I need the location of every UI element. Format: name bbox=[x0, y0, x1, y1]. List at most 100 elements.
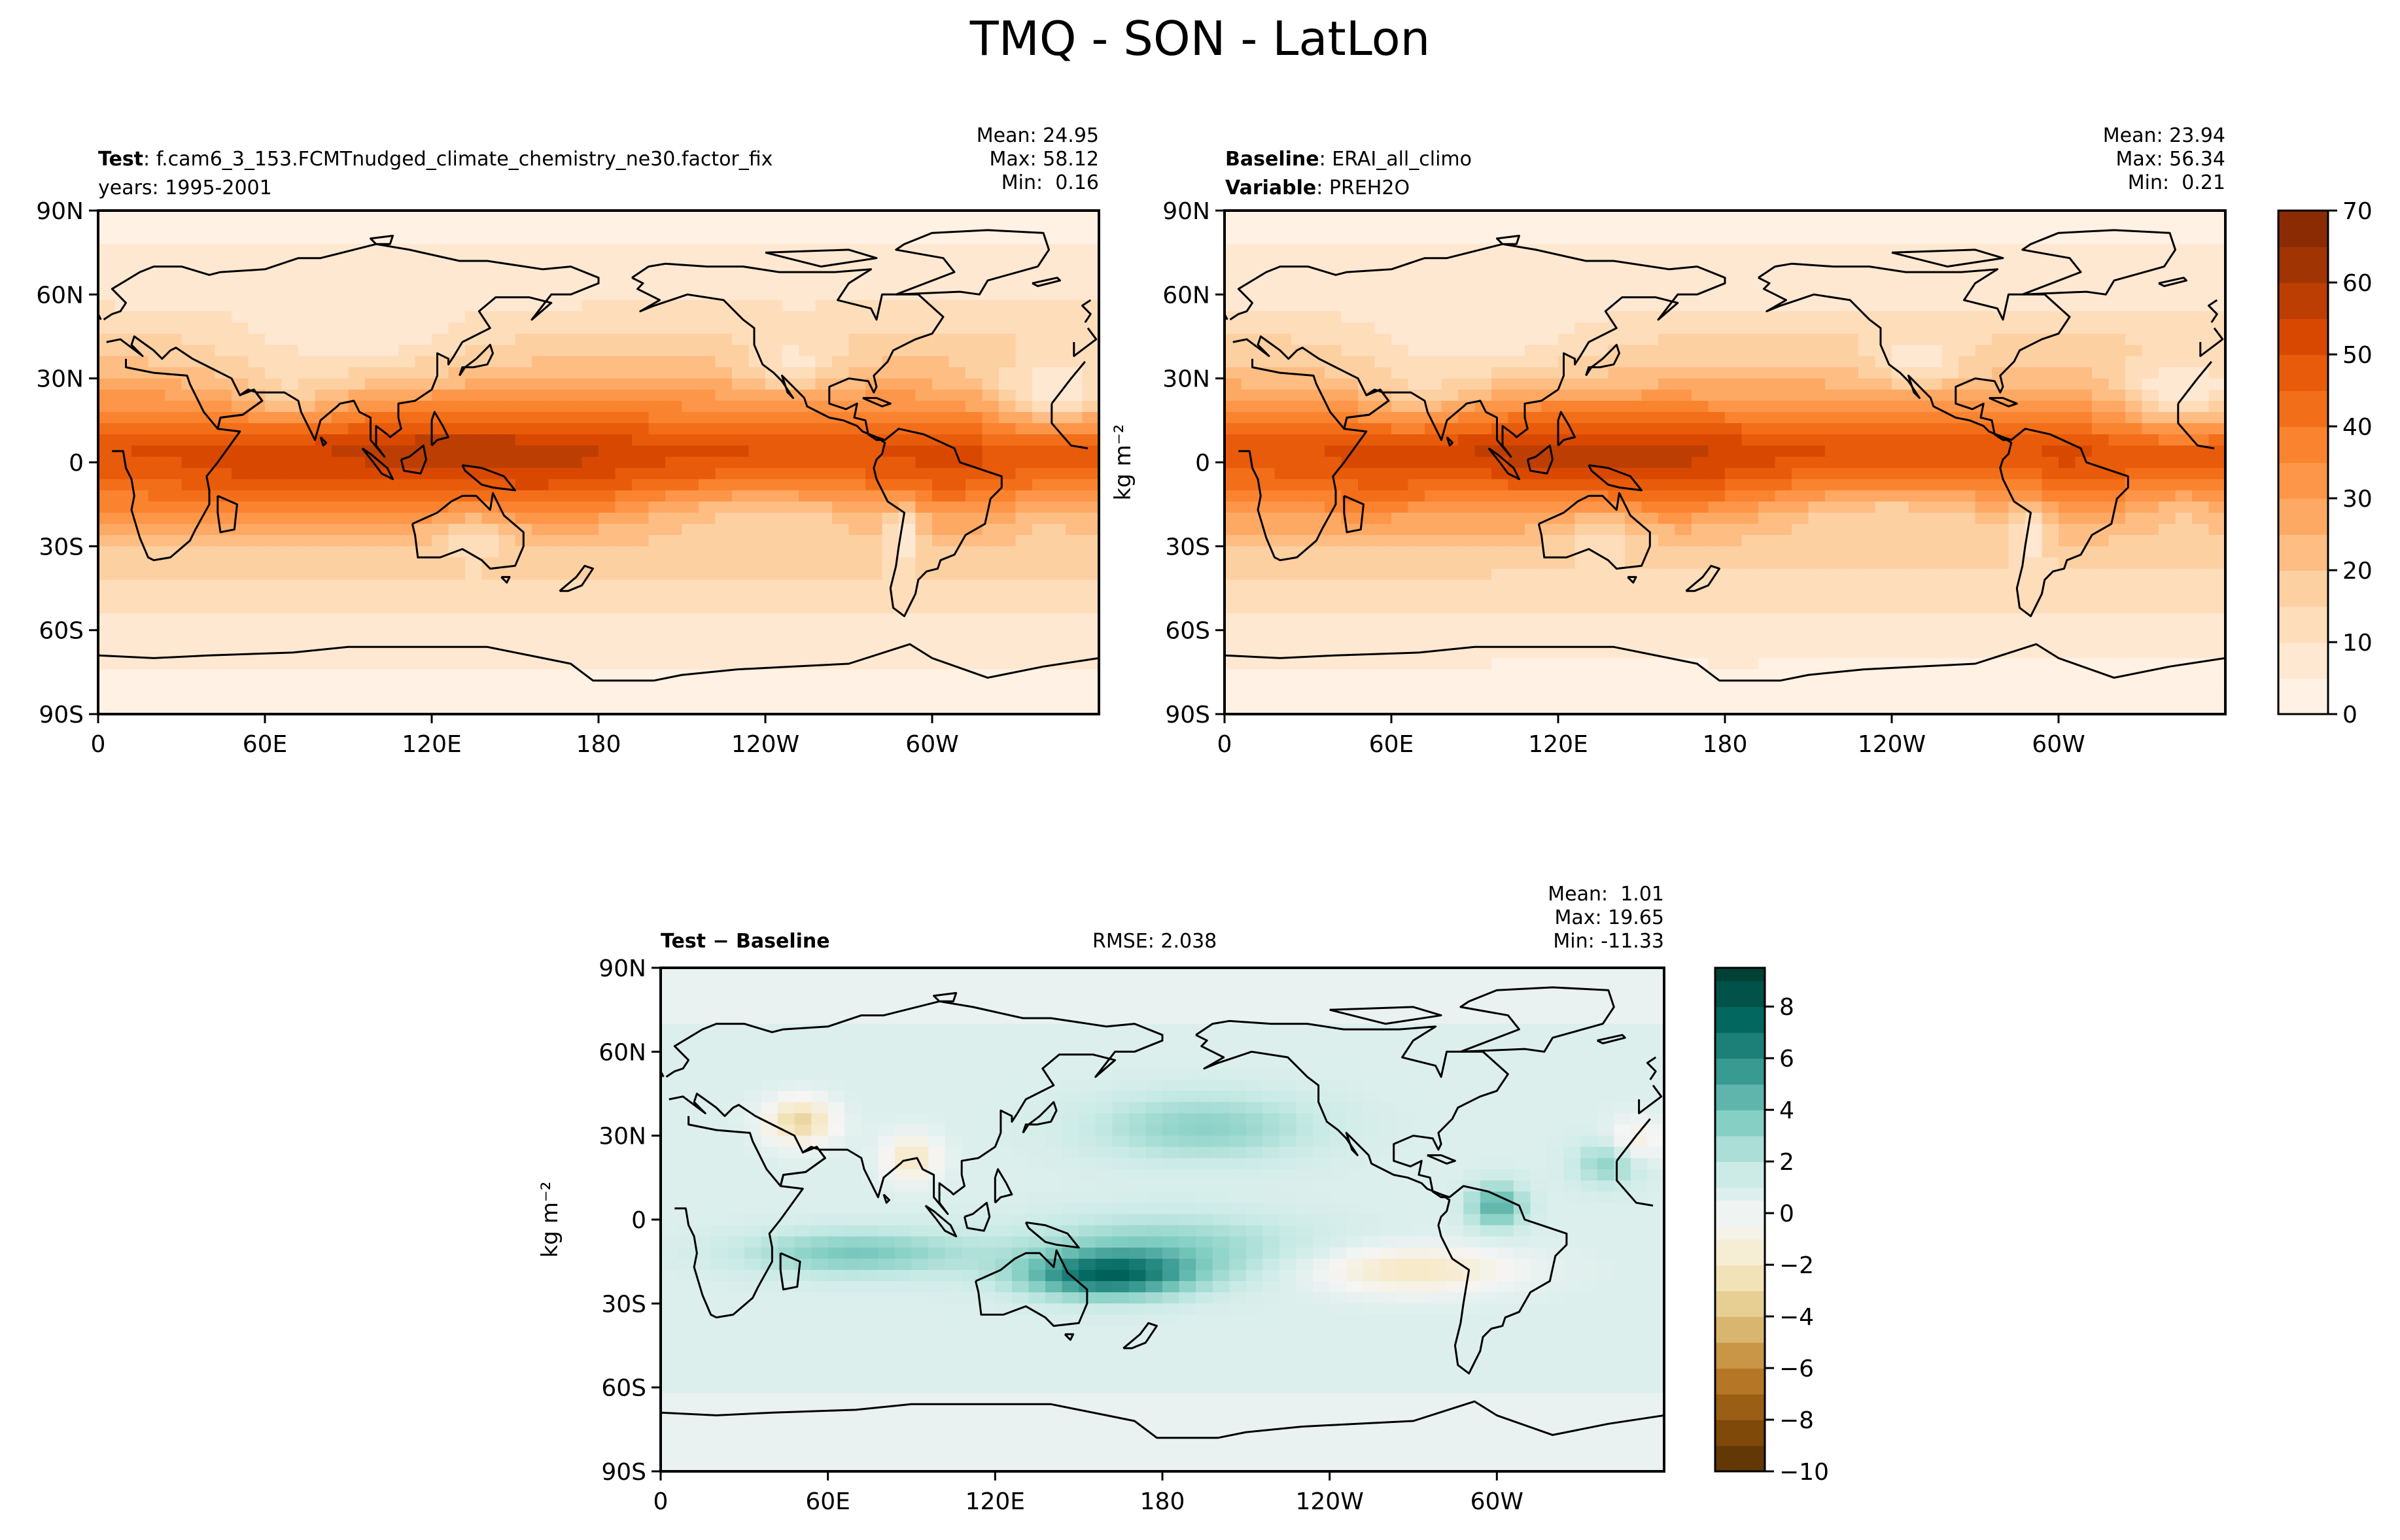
baseline-grid-cell bbox=[2175, 299, 2193, 312]
baseline-grid-cell bbox=[1858, 233, 1876, 245]
test-grid-cell bbox=[1082, 590, 1099, 603]
test-grid-cell bbox=[248, 299, 266, 312]
test-grid-cell bbox=[131, 490, 149, 502]
baseline-grid-cell bbox=[1858, 579, 1876, 592]
test-grid-cell bbox=[365, 434, 383, 447]
baseline-grid-cell bbox=[1675, 625, 1692, 636]
test-grid-cell bbox=[114, 211, 132, 222]
baseline-grid-cell bbox=[1625, 345, 1643, 357]
baseline-grid-cell bbox=[1725, 602, 1743, 614]
test-grid-cell bbox=[765, 345, 783, 357]
baseline-grid-cell bbox=[2159, 389, 2176, 402]
test-grid-cell bbox=[381, 412, 399, 424]
baseline-grid-cell bbox=[1725, 345, 1743, 357]
baseline-grid-cell bbox=[1841, 535, 1859, 547]
baseline-grid-cell bbox=[1692, 434, 1709, 447]
test-grid-cell bbox=[765, 400, 783, 413]
baseline-grid-cell bbox=[2159, 434, 2176, 447]
baseline-grid-cell bbox=[1474, 468, 1492, 480]
test-grid-cell bbox=[215, 233, 232, 245]
test-grid-cell bbox=[865, 266, 883, 279]
baseline-grid-cell bbox=[1692, 490, 1709, 502]
test-grid-cell bbox=[815, 434, 833, 447]
baseline-grid-cell bbox=[1825, 613, 1843, 625]
test-grid-cell bbox=[415, 468, 432, 480]
test-grid-cell bbox=[582, 546, 599, 558]
test-grid-cell bbox=[1049, 412, 1066, 424]
baseline-grid-cell bbox=[1725, 568, 1743, 581]
test-grid-cell bbox=[432, 334, 449, 346]
baseline-grid-cell bbox=[1875, 423, 1892, 435]
baseline-grid-cell bbox=[1875, 389, 1892, 402]
test-grid-cell bbox=[1066, 568, 1083, 581]
baseline-grid-cell bbox=[1625, 501, 1643, 513]
test-grid-cell bbox=[565, 356, 583, 368]
test-grid-cell bbox=[281, 658, 299, 670]
baseline-grid-cell bbox=[1225, 400, 1242, 413]
test-grid-cell bbox=[815, 535, 833, 547]
test-grid-cell bbox=[565, 658, 583, 670]
baseline-grid-cell bbox=[1692, 468, 1709, 480]
test-grid-cell bbox=[982, 244, 1000, 256]
baseline-grid-cell bbox=[2175, 513, 2193, 524]
test-grid-cell bbox=[615, 334, 633, 346]
test-grid-cell bbox=[148, 658, 165, 670]
baseline-grid-cell bbox=[1341, 590, 1359, 603]
baseline-grid-cell bbox=[1408, 434, 1425, 447]
baseline-grid-cell bbox=[2008, 423, 2026, 435]
test-grid-cell bbox=[948, 367, 966, 379]
test-grid-cell bbox=[415, 680, 432, 693]
test-grid-cell bbox=[114, 669, 132, 681]
baseline-grid-cell bbox=[1408, 501, 1425, 513]
baseline-grid-cell bbox=[1325, 277, 1342, 290]
test-grid-cell bbox=[615, 613, 633, 625]
baseline-grid-cell bbox=[2025, 445, 2043, 458]
baseline-grid-cell bbox=[1358, 613, 1376, 625]
test-grid-cell bbox=[432, 389, 449, 402]
test-grid-cell bbox=[381, 378, 399, 390]
test-grid-cell bbox=[548, 669, 566, 681]
test-grid-cell bbox=[832, 636, 850, 648]
test-grid-cell bbox=[599, 389, 616, 402]
test-grid-cell bbox=[114, 345, 132, 357]
baseline-grid-cell bbox=[1341, 299, 1359, 312]
baseline-grid-cell bbox=[1608, 277, 1626, 290]
baseline-grid-cell bbox=[1591, 445, 1609, 458]
test-grid-cell bbox=[565, 334, 583, 346]
baseline-grid-cell bbox=[1391, 602, 1409, 614]
test-grid-cell bbox=[165, 456, 183, 469]
baseline-grid-cell bbox=[1725, 557, 1743, 570]
baseline-grid-cell bbox=[2192, 423, 2210, 435]
baseline-grid-cell bbox=[2059, 389, 2076, 402]
test-grid-cell bbox=[215, 691, 232, 704]
baseline-grid-cell bbox=[1225, 434, 1242, 447]
baseline-grid-cell bbox=[1508, 423, 1525, 435]
baseline-grid-cell bbox=[1941, 546, 1959, 558]
test-grid-cell bbox=[665, 501, 683, 513]
baseline-grid-cell bbox=[1525, 445, 1542, 458]
test-grid-cell bbox=[465, 524, 483, 536]
test-grid-cell bbox=[114, 288, 132, 301]
baseline-grid-cell bbox=[1374, 546, 1392, 558]
test-grid-cell bbox=[748, 702, 766, 714]
baseline-grid-cell bbox=[1741, 233, 1759, 245]
baseline-grid-cell bbox=[1574, 501, 1592, 513]
baseline-grid-cell bbox=[1374, 356, 1392, 368]
test-grid-cell bbox=[848, 602, 866, 614]
baseline-grid-cell bbox=[1741, 277, 1759, 290]
baseline-grid-cell bbox=[2025, 311, 2043, 323]
test-grid-cell bbox=[98, 691, 116, 704]
test-grid-cell bbox=[582, 691, 599, 704]
test-grid-cell bbox=[415, 546, 432, 558]
test-grid-cell bbox=[832, 222, 850, 233]
test-grid-cell bbox=[131, 255, 149, 267]
baseline-grid-cell bbox=[1274, 277, 1292, 290]
baseline-grid-cell bbox=[1758, 490, 1776, 502]
test-grid-cell bbox=[265, 222, 283, 233]
baseline-grid-cell bbox=[1374, 468, 1392, 480]
baseline-grid-cell bbox=[1574, 299, 1592, 312]
test-grid-cell bbox=[215, 546, 232, 558]
test-grid-cell bbox=[999, 367, 1017, 379]
baseline-grid-cell bbox=[1425, 568, 1442, 581]
baseline-grid-cell bbox=[1358, 311, 1376, 323]
